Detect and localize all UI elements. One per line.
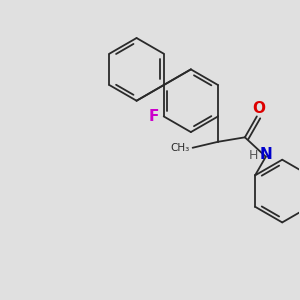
Text: CH₃: CH₃: [170, 143, 190, 153]
Text: O: O: [253, 101, 266, 116]
Text: F: F: [149, 109, 159, 124]
Text: H: H: [249, 149, 258, 162]
Text: N: N: [260, 147, 272, 162]
